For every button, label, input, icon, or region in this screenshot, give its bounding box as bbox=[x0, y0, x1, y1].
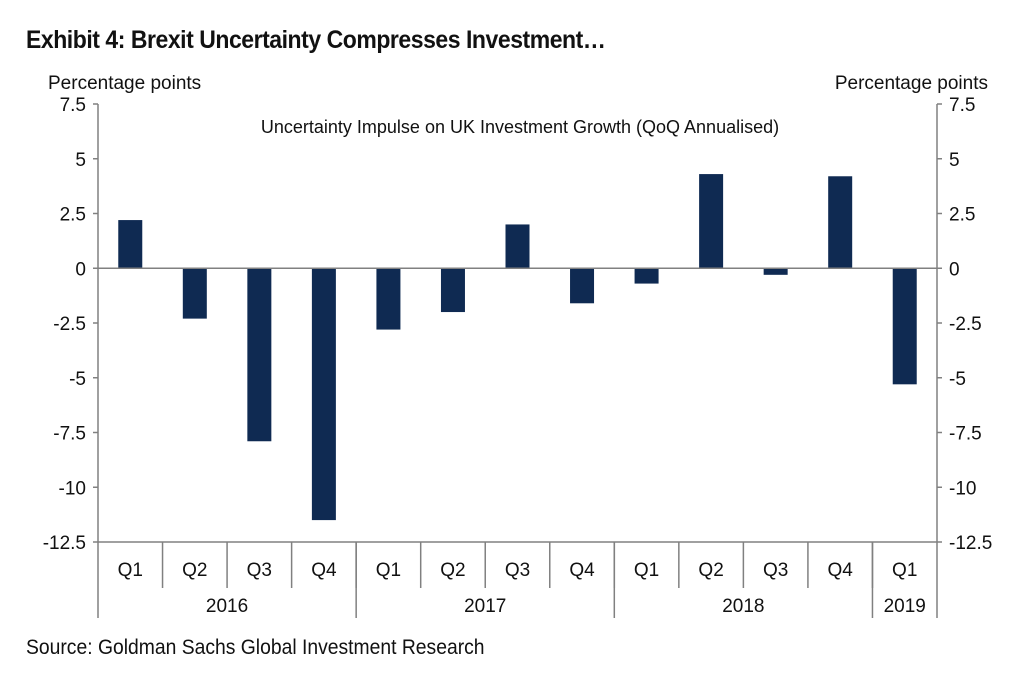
right-y-tick-label: -10 bbox=[949, 478, 976, 499]
bar bbox=[376, 268, 401, 330]
category-label: Q3 bbox=[247, 560, 272, 581]
category-label: Q1 bbox=[376, 560, 401, 581]
bar bbox=[828, 176, 853, 269]
category-label: Q1 bbox=[634, 560, 659, 581]
chart-title: Uncertainty Impulse on UK Investment Gro… bbox=[261, 117, 779, 137]
bar bbox=[440, 268, 465, 313]
right-y-tick-label: 2.5 bbox=[949, 205, 975, 226]
category-label: Q4 bbox=[311, 560, 337, 581]
category-label: Q2 bbox=[440, 560, 465, 581]
bar bbox=[505, 224, 530, 269]
category-label: Q2 bbox=[182, 560, 207, 581]
bar bbox=[118, 220, 143, 269]
left-y-tick-label: -12.5 bbox=[43, 533, 86, 554]
category-label: Q4 bbox=[569, 560, 595, 581]
year-label: 2017 bbox=[464, 596, 506, 617]
exhibit-title: Exhibit 4: Brexit Uncertainty Compresses… bbox=[26, 26, 606, 54]
right-y-tick-label: 7.5 bbox=[949, 95, 975, 116]
category-label: Q4 bbox=[828, 560, 854, 581]
right-y-tick-label: 5 bbox=[949, 150, 960, 171]
left-y-tick-label: 0 bbox=[75, 259, 86, 280]
left-y-tick-label: 2.5 bbox=[60, 205, 86, 226]
year-label: 2016 bbox=[206, 596, 248, 617]
right-y-tick-label: -2.5 bbox=[949, 314, 982, 335]
category-label: Q1 bbox=[892, 560, 917, 581]
category-label: Q3 bbox=[763, 560, 788, 581]
left-y-tick-label: -5 bbox=[69, 369, 86, 390]
category-label: Q3 bbox=[505, 560, 530, 581]
right-y-tick-label: 0 bbox=[949, 259, 960, 280]
bar bbox=[763, 268, 788, 275]
bar bbox=[182, 268, 207, 319]
left-y-tick-label: 5 bbox=[75, 150, 86, 171]
category-label: Q2 bbox=[698, 560, 723, 581]
bar bbox=[570, 268, 595, 304]
bar bbox=[311, 268, 336, 521]
left-y-tick-label: -10 bbox=[59, 478, 86, 499]
year-label: 2019 bbox=[884, 596, 926, 617]
source-note: Source: Goldman Sachs Global Investment … bbox=[26, 636, 485, 659]
category-label: Q1 bbox=[118, 560, 143, 581]
left-axis-label: Percentage points bbox=[48, 73, 201, 94]
left-y-tick-label: -7.5 bbox=[53, 424, 86, 445]
right-y-tick-label: -5 bbox=[949, 369, 966, 390]
right-y-tick-label: -7.5 bbox=[949, 424, 982, 445]
right-y-tick-label: -12.5 bbox=[949, 533, 992, 554]
year-label: 2018 bbox=[722, 596, 764, 617]
bar bbox=[247, 268, 272, 442]
left-y-tick-label: -2.5 bbox=[53, 314, 86, 335]
left-y-tick-label: 7.5 bbox=[60, 95, 86, 116]
right-axis-label: Percentage points bbox=[835, 73, 988, 94]
chart: Percentage points Percentage points Unce… bbox=[43, 73, 992, 618]
bar bbox=[699, 174, 724, 269]
bar bbox=[892, 268, 917, 385]
bar bbox=[634, 268, 659, 284]
